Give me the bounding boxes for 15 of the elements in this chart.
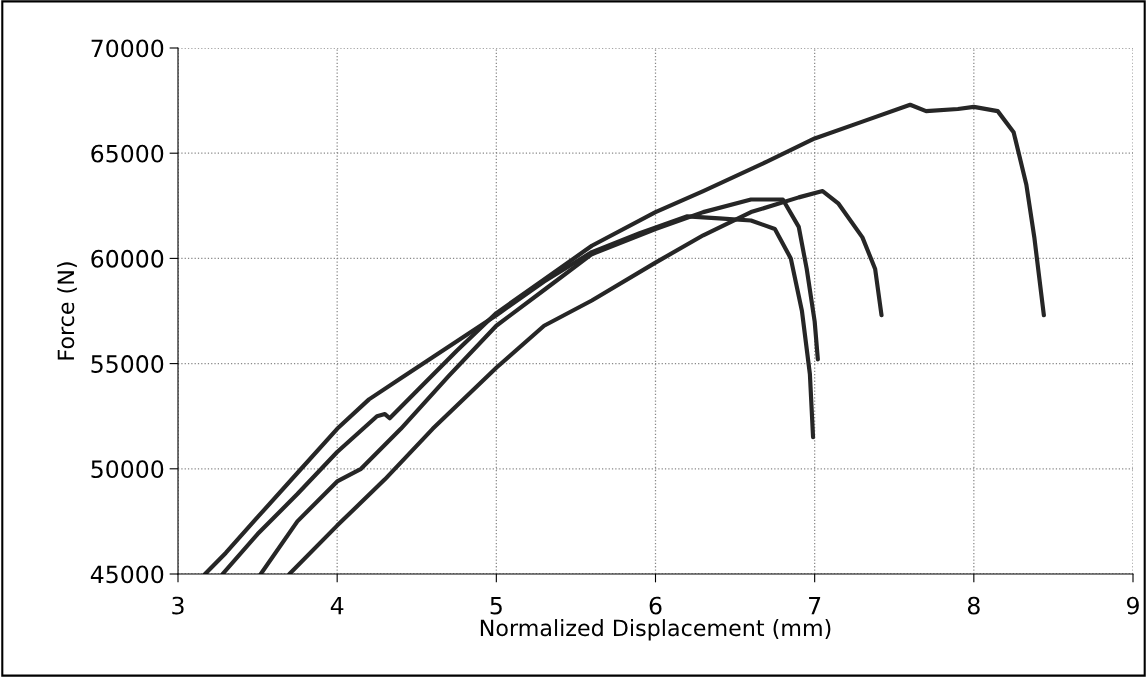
- x-tick-label: 6: [649, 596, 662, 615]
- y-tick-label: 55000: [91, 355, 164, 373]
- x-tick-label: 5: [490, 596, 502, 615]
- x-tick-label: 4: [330, 596, 344, 615]
- y-tick-label: 45000: [90, 565, 164, 584]
- x-axis-title: Normalized Displacement (mm): [480, 619, 831, 641]
- y-tick-label: 50000: [91, 460, 164, 479]
- y-axis-title: Force (N): [57, 262, 77, 360]
- y-tick-label: 60000: [91, 249, 164, 268]
- y-tick-label: 65000: [91, 144, 164, 163]
- x-tick-label: 8: [967, 596, 980, 615]
- x-tick-label: 7: [809, 596, 821, 615]
- x-tick-label: 9: [1126, 596, 1139, 615]
- x-tick-label: 3: [172, 596, 184, 615]
- y-tick-label: 70000: [91, 39, 164, 58]
